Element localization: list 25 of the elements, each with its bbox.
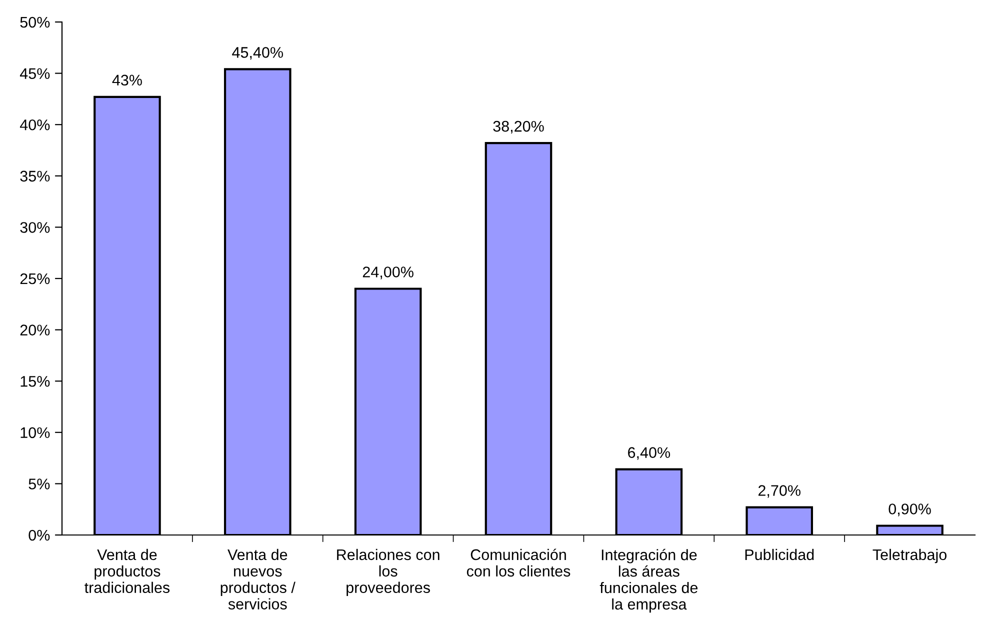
data-label: 24,00%	[362, 266, 414, 280]
x-tick-label: Teletrabajo	[872, 548, 947, 564]
data-label: 45,40%	[232, 47, 284, 60]
data-label: 2,70%	[758, 485, 800, 498]
y-tick-label: 45%	[20, 68, 50, 79]
x-tick-label: Integración de las áreas funcionales de la empresa	[600, 548, 698, 613]
y-tick-label: 25%	[20, 273, 50, 284]
y-tick-label: 0%	[28, 530, 50, 541]
y-tick-label: 40%	[20, 119, 50, 130]
data-label: 0,90%	[888, 504, 931, 516]
y-tick-label: 20%	[20, 324, 50, 336]
x-tick-label: Venta de productos tradicionales	[84, 548, 170, 594]
y-tick-label: 10%	[20, 427, 50, 438]
data-label: 38,20%	[493, 120, 544, 134]
x-tick-label: Venta de nuevos productos / servicios	[220, 548, 296, 610]
y-tick-label: 15%	[20, 376, 50, 387]
y-tick-label: 5%	[28, 478, 50, 490]
data-label: 6,40%	[628, 447, 670, 460]
x-tick-label: Relaciones con los proveedores	[337, 548, 440, 596]
x-tick-label: Publicidad	[745, 548, 814, 560]
x-tick-label: Comunicación con los clientes	[466, 548, 570, 577]
y-tick-label: 50%	[20, 16, 50, 28]
y-tick-label: 30%	[20, 222, 50, 233]
y-tick-label: 35%	[20, 170, 50, 182]
data-label: 43%	[112, 74, 142, 86]
